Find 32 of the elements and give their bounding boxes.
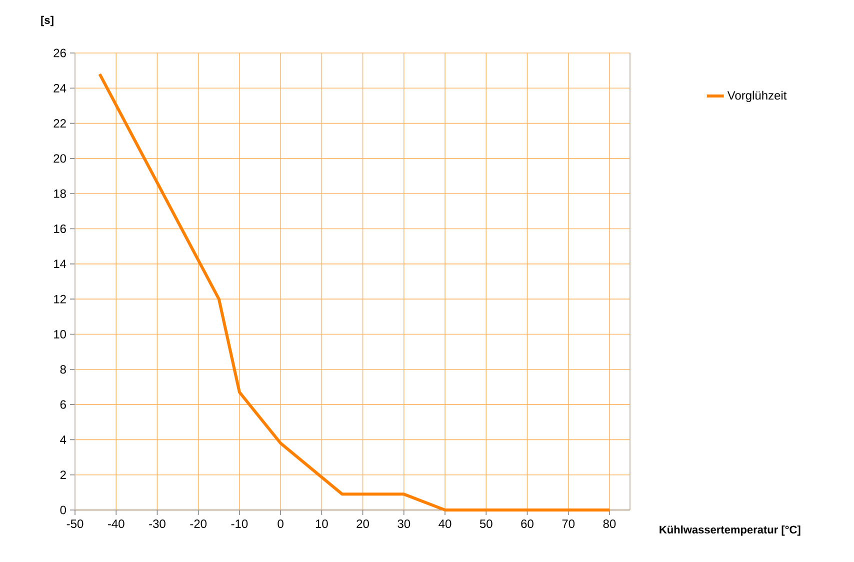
y-tick-label: 10 <box>54 330 66 338</box>
y-tick-label: 14 <box>54 260 66 268</box>
y-tick-label: 20 <box>54 154 66 163</box>
x-tick-label: 20 <box>356 520 369 528</box>
x-axis-title: Kühlwassertemperatur [°C] <box>660 525 800 536</box>
y-tick-label: 16 <box>54 224 66 234</box>
x-tick-label: -30 <box>149 520 166 528</box>
x-tick-label: 30 <box>398 520 410 528</box>
y-tick-label: 26 <box>54 48 66 58</box>
line-series <box>98 72 611 512</box>
x-tick-label: -20 <box>190 520 207 528</box>
y-tick-label: 12 <box>54 294 66 304</box>
x-tick-label: 80 <box>603 520 616 528</box>
y-axis-title: [s] <box>41 16 54 26</box>
y-tick-label: 4 <box>60 436 66 444</box>
x-tick-label: 10 <box>316 520 328 528</box>
x-tick-label: 0 <box>278 520 284 528</box>
x-tick-label: -40 <box>108 520 124 528</box>
y-tick-label: 18 <box>54 189 66 198</box>
x-tick-label: 70 <box>562 520 575 528</box>
legend-label: Vorglühzeit <box>727 90 787 102</box>
y-tick-label: 24 <box>54 84 66 92</box>
y-tick-label: 2 <box>60 470 66 480</box>
x-tick-label: 40 <box>438 520 452 528</box>
x-tick-label: 60 <box>521 520 534 528</box>
x-tick-label: -10 <box>231 520 248 528</box>
x-tick-label: 50 <box>480 520 492 528</box>
y-tick-label: 22 <box>54 119 66 128</box>
y-tick-label: 0 <box>60 506 66 514</box>
x-tick-label: -50 <box>66 520 84 528</box>
y-tick-label: 8 <box>60 365 66 374</box>
y-tick-label: 6 <box>60 400 66 409</box>
